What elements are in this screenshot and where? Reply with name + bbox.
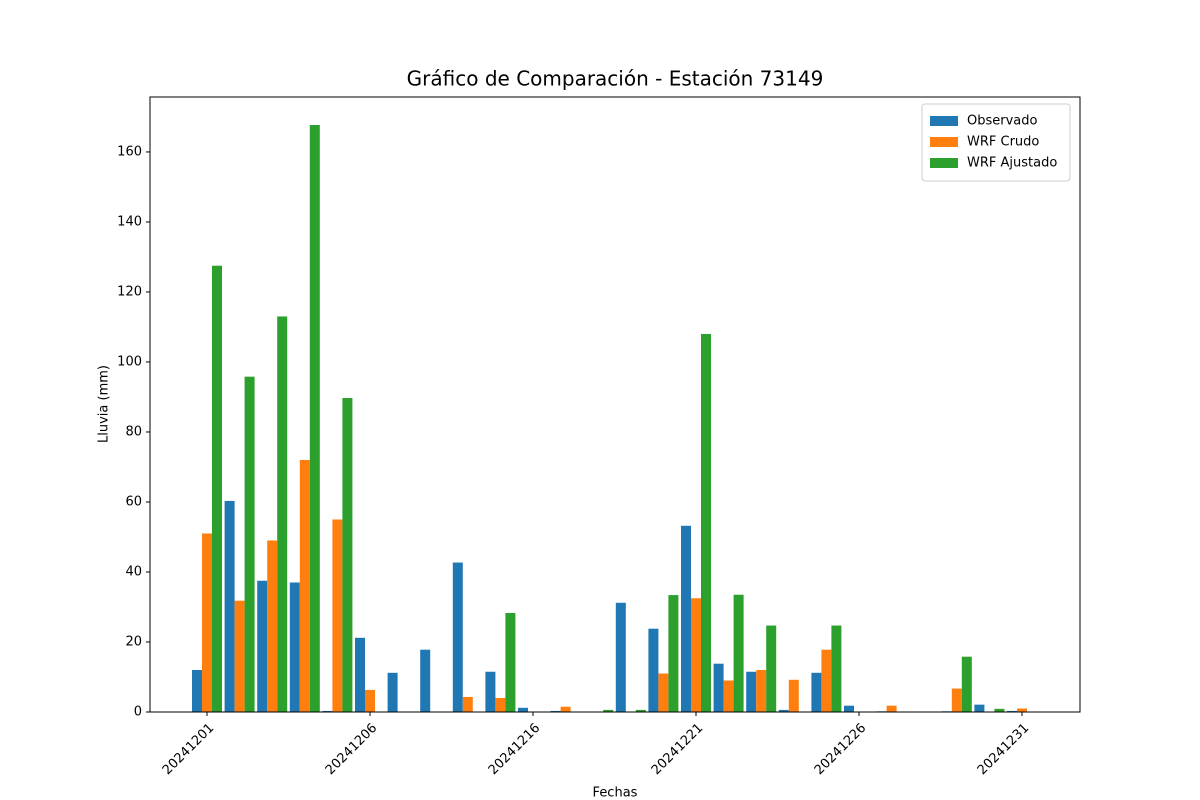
y-tick-label: 0 [134, 705, 142, 720]
chart-title: Gráfico de Comparación - Estación 73149 [407, 67, 824, 91]
legend-label: Observado [967, 114, 1038, 129]
bar [778, 709, 789, 712]
bar [1017, 708, 1027, 712]
legend-swatch [930, 116, 958, 126]
y-tick-label: 100 [117, 354, 142, 369]
bar [355, 637, 365, 712]
bar [844, 705, 854, 712]
bar [733, 594, 744, 712]
bar [267, 540, 278, 712]
y-tick-label: 80 [125, 424, 142, 439]
bar [212, 265, 222, 712]
bar [495, 697, 506, 712]
bar [420, 649, 431, 712]
bar [518, 707, 528, 712]
bar [277, 316, 288, 712]
bar [550, 710, 561, 712]
bar [202, 533, 212, 712]
bar [257, 580, 268, 712]
bar [723, 680, 734, 712]
legend-box [921, 103, 1071, 182]
x-tick-label: 20241201 [160, 721, 217, 778]
plot-frame [149, 96, 1081, 713]
bar [746, 671, 757, 712]
bar [788, 679, 799, 712]
bar [462, 696, 473, 712]
y-tick-label: 20 [125, 634, 142, 649]
x-tick-label: 20241231 [975, 721, 1032, 778]
bar [681, 525, 691, 712]
bar [886, 705, 897, 712]
bar [831, 625, 842, 712]
y-tick-label: 160 [117, 144, 142, 159]
bar [322, 710, 333, 712]
bar [289, 582, 300, 712]
legend-swatch [930, 137, 958, 147]
bar [505, 612, 516, 712]
legend-swatch [930, 158, 958, 168]
y-tick-label: 140 [117, 214, 142, 229]
bar [821, 649, 832, 712]
x-tick-label: 20241221 [649, 721, 706, 778]
bar [452, 562, 463, 712]
legend-label: WRF Ajustado [967, 156, 1057, 171]
bar [192, 669, 202, 712]
bar [299, 459, 310, 712]
bar [615, 602, 626, 712]
bar [342, 398, 353, 712]
bar [766, 625, 777, 712]
x-tick-label: 20241226 [812, 721, 869, 778]
y-tick-label: 60 [125, 494, 142, 509]
bar [691, 598, 701, 712]
bar [234, 600, 245, 712]
bar [668, 595, 679, 712]
bar [648, 628, 659, 712]
bar [994, 708, 1005, 712]
bar [811, 672, 822, 712]
y-tick-label: 40 [125, 564, 142, 579]
bar [1007, 710, 1017, 712]
bar [713, 663, 724, 712]
y-tick-label: 120 [117, 284, 142, 299]
bar [309, 125, 320, 713]
bar [485, 671, 496, 712]
x-axis-label: Fechas [593, 786, 638, 800]
bar [961, 656, 972, 712]
bar [701, 333, 711, 712]
bar [387, 672, 398, 712]
x-tick-label: 20241206 [323, 721, 380, 778]
y-axis-label: Lluvia (mm) [97, 365, 112, 443]
x-tick-label: 20241216 [486, 721, 543, 778]
bar [658, 673, 669, 712]
bar [365, 689, 375, 712]
bar [224, 500, 235, 712]
bar [244, 376, 255, 712]
bar [560, 706, 571, 712]
bar [974, 704, 985, 712]
bar [635, 709, 646, 712]
bar [603, 709, 614, 712]
bar [756, 669, 767, 712]
bar [951, 688, 962, 712]
bar [332, 519, 343, 712]
legend-label: WRF Crudo [967, 135, 1039, 150]
